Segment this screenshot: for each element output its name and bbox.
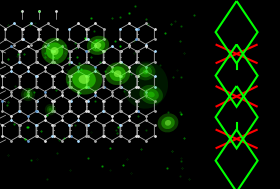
Ellipse shape (26, 93, 30, 96)
Ellipse shape (114, 70, 121, 77)
Ellipse shape (66, 64, 102, 94)
Ellipse shape (158, 113, 178, 132)
Ellipse shape (148, 92, 155, 97)
Ellipse shape (91, 39, 105, 52)
Ellipse shape (105, 62, 130, 85)
Ellipse shape (79, 75, 89, 84)
Ellipse shape (24, 90, 32, 99)
Ellipse shape (45, 104, 56, 115)
Ellipse shape (143, 69, 148, 74)
Ellipse shape (123, 61, 168, 109)
Ellipse shape (139, 66, 152, 77)
Ellipse shape (46, 42, 63, 60)
Ellipse shape (95, 43, 101, 48)
Ellipse shape (136, 63, 155, 80)
Ellipse shape (21, 88, 35, 101)
Ellipse shape (49, 108, 52, 111)
Ellipse shape (161, 117, 175, 129)
Ellipse shape (109, 66, 126, 81)
Ellipse shape (165, 120, 171, 126)
Ellipse shape (139, 85, 163, 104)
Ellipse shape (144, 88, 159, 101)
Ellipse shape (41, 38, 68, 64)
Ellipse shape (51, 47, 59, 55)
Ellipse shape (47, 106, 54, 113)
Ellipse shape (72, 70, 96, 89)
Ellipse shape (87, 36, 109, 55)
